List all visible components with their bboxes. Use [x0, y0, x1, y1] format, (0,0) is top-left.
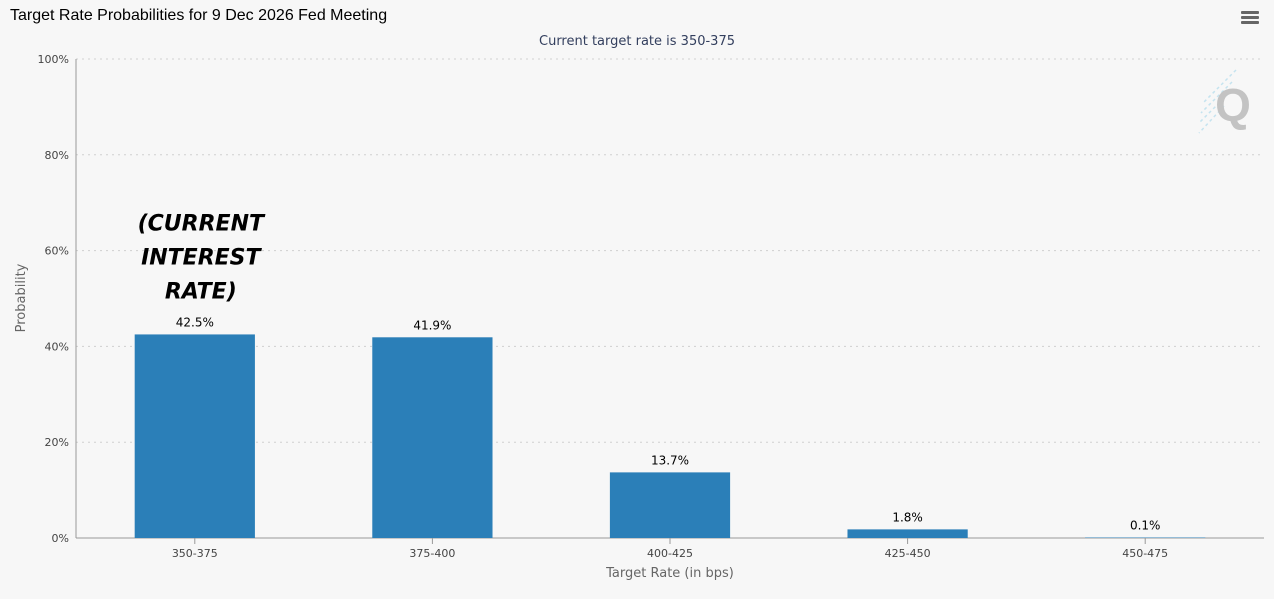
x-tick-label-350-375: 350-375	[172, 547, 218, 560]
y-tick-label: 0%	[52, 532, 69, 545]
bar-375-400[interactable]	[372, 337, 493, 538]
y-tick-label: 40%	[45, 340, 69, 353]
x-tick-label-425-450: 425-450	[885, 547, 931, 560]
data-label-400-425: 13.7%	[651, 453, 689, 467]
hamburger-menu-icon[interactable]	[1241, 11, 1259, 27]
data-label-350-375: 42.5%	[176, 315, 214, 329]
y-tick-label: 20%	[45, 436, 69, 449]
chart-subtitle: Current target rate is 350-375	[539, 34, 735, 49]
y-tick-label: 100%	[38, 53, 69, 66]
q-logo-icon: Q	[1198, 69, 1251, 134]
page-title: Target Rate Probabilities for 9 Dec 2026…	[10, 7, 388, 24]
y-tick-label: 60%	[45, 245, 69, 258]
data-label-425-450: 1.8%	[892, 510, 923, 524]
bar-425-450[interactable]	[847, 529, 968, 538]
data-label-375-400: 41.9%	[413, 318, 451, 332]
x-tick-label-400-425: 400-425	[647, 547, 693, 560]
watermark-letter: Q	[1215, 79, 1251, 131]
bar-400-425[interactable]	[609, 472, 731, 538]
annotation-line: INTEREST	[141, 245, 262, 270]
annotation-line: (CURRENT	[138, 211, 266, 236]
y-axis-title: Probability	[14, 263, 29, 332]
bar-350-375[interactable]	[134, 334, 255, 538]
annotation-line: RATE)	[165, 279, 237, 304]
y-tick-label: 80%	[45, 149, 69, 162]
data-label-450-475: 0.1%	[1130, 519, 1161, 533]
x-tick-label-450-475: 450-475	[1122, 547, 1168, 560]
x-tick-label-375-400: 375-400	[409, 547, 455, 560]
x-axis-title: Target Rate (in bps)	[605, 566, 734, 581]
